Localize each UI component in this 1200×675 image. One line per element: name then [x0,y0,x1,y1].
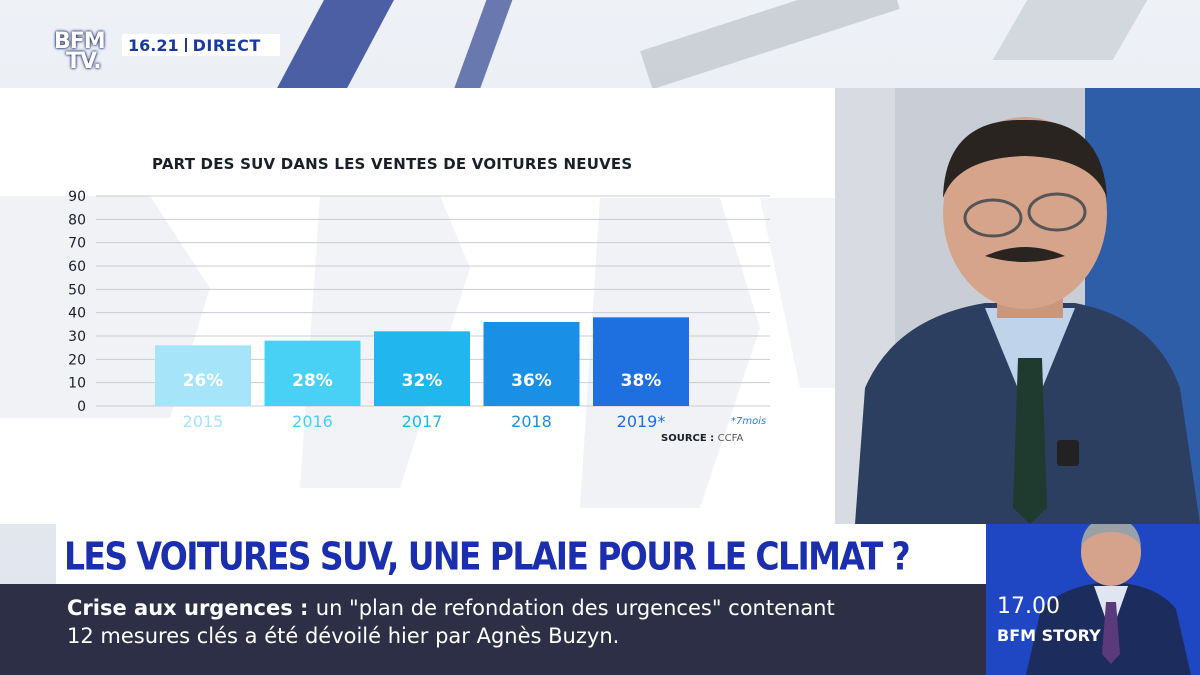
headline-text: LES VOITURES SUV, UNE PLAIE POUR LE CLIM… [64,534,911,579]
y-tick-label: 20 [68,352,86,368]
x-category-label: 2019* [617,412,666,431]
next-program-name: BFM STORY [997,626,1101,645]
decor-stripe [992,0,1148,60]
bar-2015 [155,345,251,406]
decor-stripe [276,0,394,90]
headline-band: LES VOITURES SUV, UNE PLAIE POUR LE CLIM… [56,524,986,584]
y-tick-label: 40 [68,306,86,322]
x-category-label: 2016 [292,412,333,431]
bar-value-label: 32% [402,371,443,391]
decor-stripe [640,0,900,90]
ticker-line1: Crise aux urgences : un "plan de refonda… [67,596,835,620]
y-tick-label: 80 [68,212,86,228]
chart-note: *7mois [731,416,767,427]
bar-value-label: 38% [621,371,662,391]
bar-2018 [483,322,580,406]
time-separator [184,38,187,52]
next-program-time: 17.00 [997,594,1060,619]
y-tick-label: 10 [68,376,86,392]
guest-video [835,88,1200,524]
y-tick-label: 0 [77,399,86,415]
chart-panel: PART DES SUV DANS LES VENTES DE VOITURES… [0,88,835,524]
presenter-photo [1026,524,1191,675]
bar-chart: 0 10 20 30 40 50 60 70 80 90 26% 2015 28% 2016 32% 2017… [68,189,770,431]
x-category-label: 2015 [183,412,224,431]
source-value: CCFA [717,433,744,444]
live-label: DIRECT [192,35,261,55]
ticker-line2: 12 mesures clés a été dévoilé hier par A… [67,624,620,648]
chart-title: PART DES SUV DANS LES VENTES DE VOITURES… [152,155,633,173]
x-category-label: 2017 [402,412,443,431]
logo-line2: TV. [66,49,102,74]
bar-2017 [374,331,470,406]
y-tick-label: 90 [68,189,86,205]
ticker-separator: : [292,596,316,620]
ticker-line1-text: un "plan de refondation des urgences" co… [315,596,835,620]
y-tick-label: 30 [68,329,86,345]
bar-2019 [593,317,689,406]
logo-line1: BFM [54,29,106,54]
source-label: SOURCE : [661,433,715,444]
bar-2016 [264,340,361,406]
next-program-box: 17.00 BFM STORY [986,524,1200,675]
guest-figure [855,117,1200,524]
x-category-label: 2018 [511,412,552,431]
bfmtv-logo: BFM TV. [54,29,106,74]
chart-source: SOURCE : CCFA [661,433,743,444]
decor-stripe [453,0,513,90]
y-tick-label: 50 [68,282,86,298]
bar-value-label: 28% [292,371,333,391]
bar-value-label: 36% [511,371,552,391]
bar-value-label: 26% [183,371,224,391]
y-tick-label: 70 [68,236,86,252]
y-tick-label: 60 [68,259,86,275]
ticker-topic: Crise aux urgences [67,596,293,620]
news-ticker: Crise aux urgences : un "plan de refonda… [0,584,986,675]
live-time-box: 16.21 DIRECT [122,34,280,56]
clock-time: 16.21 [128,35,179,55]
